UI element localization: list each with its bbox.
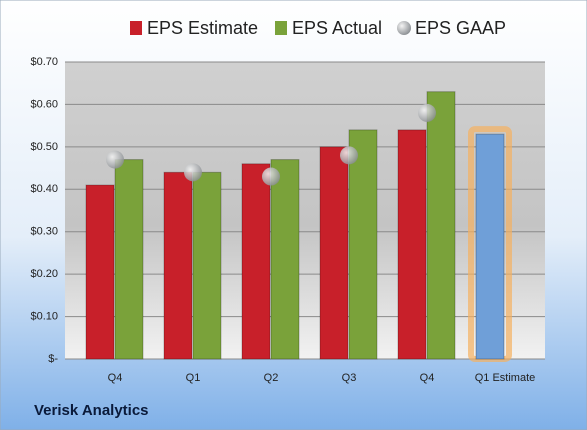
- y-tick-label: $0.20: [30, 268, 58, 280]
- y-tick-label: $0.70: [30, 56, 58, 68]
- bar: [192, 171, 222, 360]
- y-tick-label: $0.30: [30, 226, 58, 238]
- legend-swatch: [130, 21, 142, 35]
- x-tick-label: Q1: [186, 372, 201, 384]
- gaap-marker: [340, 146, 358, 165]
- bar: [241, 163, 271, 360]
- bar: [397, 129, 427, 360]
- bar: [426, 91, 456, 360]
- bar: [163, 171, 193, 360]
- footer: Verisk Analytics: [34, 402, 149, 419]
- bar: [114, 159, 144, 360]
- bar: [475, 133, 505, 360]
- gaap-marker: [262, 167, 280, 186]
- legend-swatch: [275, 21, 287, 35]
- x-tick-label: Q1 Estimate: [475, 372, 536, 384]
- legend-label: EPS GAAP: [415, 18, 506, 38]
- legend-swatch: [397, 21, 411, 35]
- plot-area: [65, 62, 545, 359]
- legend-label: EPS Estimate: [147, 18, 258, 38]
- y-tick-label: $0.60: [30, 98, 58, 110]
- gaap-marker: [184, 163, 202, 182]
- gaap-marker: [418, 103, 436, 122]
- x-tick-label: Q2: [264, 372, 279, 384]
- bar: [319, 146, 349, 360]
- bar: [270, 159, 300, 360]
- gaap-marker: [106, 150, 124, 169]
- x-tick-label: Q4: [420, 372, 435, 384]
- y-tick-label: $0.10: [30, 310, 58, 322]
- y-tick-label: $0.50: [30, 141, 58, 153]
- y-tick-label: $0.40: [30, 183, 58, 195]
- x-tick-label: Q3: [342, 372, 357, 384]
- y-tick-label: $-: [48, 353, 58, 365]
- x-tick-label: Q4: [108, 372, 123, 384]
- bar: [85, 184, 115, 360]
- legend-label: EPS Actual: [292, 18, 382, 38]
- bar: [348, 129, 378, 360]
